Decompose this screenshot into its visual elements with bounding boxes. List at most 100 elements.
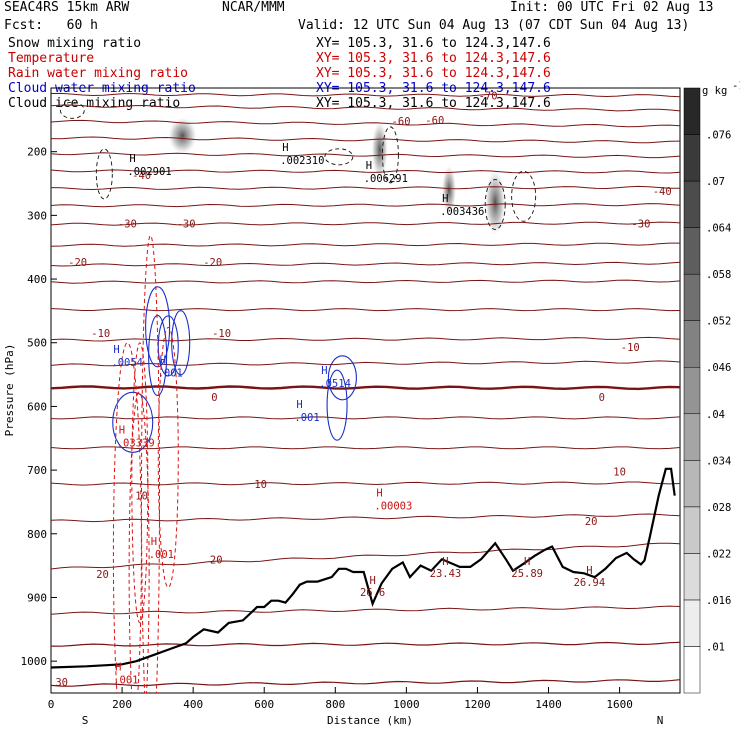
field-label-rain: Rain water mixing ratio [8,66,189,81]
cloud-ice-contour-5 [511,170,537,222]
cloud-ice-contour-4 [484,179,506,230]
y-tick-label-500: 500 [27,337,47,350]
cloud-water-contour-5 [326,369,348,441]
xy-line-rain: XY= 105.3, 31.6 to 124.3,147.6 [316,66,551,81]
y-tick-label-600: 600 [27,400,47,413]
isotherm-line-18 [51,169,680,174]
maximum-marker-0: H [129,153,135,165]
colorbar-label-0: .01 [706,641,725,653]
colorbar-swatch-9 [683,227,701,275]
maximum-marker-1: H [282,142,288,154]
snow-shading-2 [442,165,457,214]
temperature-label-17: 10 [135,491,148,503]
temperature-label-11: -10 [212,328,231,340]
isotherm-line-11 [51,308,680,312]
temperature-label-12: -10 [621,342,640,354]
surface-marker-1: H [442,556,448,568]
colorbar-label-4: .034 [706,455,731,467]
isotherm-line-16 [51,203,680,208]
rain-water-contour-1 [141,235,161,693]
rain-water-contour-3 [112,342,142,693]
init-time: Init: 00 UTC Fri 02 Aug 13 [510,0,714,15]
x-tick-label-600: 600 [254,698,274,711]
colorbar-unit: g kg [702,85,727,97]
isotherm-line-10 [51,336,680,342]
temperature-label-20: 20 [585,516,598,528]
maximum-marker-5: H [296,399,302,411]
isotherm-line-2 [51,605,680,615]
temperature-label-3: -40 [132,170,151,182]
maximum-value-5: .001 [294,412,319,424]
isotherm-line-4 [51,513,680,523]
surface-label-3: 26.94 [574,577,606,589]
colorbar-swatch-2 [683,553,701,601]
cloud-water-contour-4 [327,355,357,401]
temperature-label-15: 10 [254,479,267,491]
y-axis-label: Pressure (hPa) [3,344,16,437]
temperature-label-7: -30 [631,219,650,231]
colorbar-unit-exponent: -1 [732,80,740,92]
x-tick-label-0: 0 [48,698,55,711]
temperature-label-0: -60 [392,116,411,128]
y-tick-label-1000: 1000 [21,655,48,668]
x-tick-label-800: 800 [325,698,345,711]
maximum-marker-6: H [160,354,166,366]
isotherm-line-21 [51,119,680,128]
temperature-label-4: -40 [653,186,672,198]
temperature-label-16: 10 [613,466,626,478]
maximum-marker-10: H [151,536,157,548]
terrain-line [51,467,676,669]
isotherm-line-9 [51,360,680,367]
plot-frame [50,87,681,694]
surface-label-1: 23.43 [430,568,462,580]
cloud-water-contour-3 [171,310,191,376]
cloud-water-contour-6 [112,391,154,453]
x-tick-label-1000: 1000 [393,698,420,711]
temperature-label-21: 30 [55,677,68,689]
isotherm-line-7 [51,416,680,420]
colorbar-label-1: .016 [706,595,731,607]
surface-marker-0: H [369,575,375,587]
x-tick-label-200: 200 [112,698,132,711]
x-tick-label-400: 400 [183,698,203,711]
colorbar-label-11: .076 [706,130,731,142]
colorbar-label-8: .058 [706,269,731,281]
xy-line-snow: XY= 105.3, 31.6 to 124.3,147.6 [316,36,551,51]
x-axis-label: Distance (km) [327,714,413,727]
south-end-label: S [82,714,89,727]
colorbar-label-5: .04 [706,409,725,421]
field-label-snow: Snow mixing ratio [8,36,142,51]
colorbar-label-2: .022 [706,548,731,560]
temperature-label-6: -30 [177,219,196,231]
maximum-value-9: .00003 [374,500,412,512]
maximum-marker-4: H [321,365,327,377]
colorbar-swatch-11 [683,134,701,182]
maximum-value-4: .0514 [319,378,351,390]
surface-marker-3: H [586,565,592,577]
colorbar-swatch-12 [683,87,701,135]
y-tick-label-700: 700 [27,464,47,477]
isotherm-line-6 [51,446,680,450]
colorbar-swatch-0 [683,646,701,694]
isotherm-line-8 [51,385,680,391]
temperature-label-10: -10 [91,328,110,340]
cloud-ice-contour-3 [381,126,399,184]
org-title: NCAR/MMM [222,0,285,15]
temperature-label-5: -30 [118,219,137,231]
temperature-label-1: -60 [425,115,444,127]
colorbar-label-10: .07 [706,176,725,188]
snow-shading-1 [371,121,388,178]
cloud-ice-contour-0 [95,148,113,200]
colorbar-swatch-5 [683,413,701,461]
temperature-label-8: -20 [68,257,87,269]
maximum-marker-8: H [119,424,125,436]
isotherm-line-13 [51,261,680,267]
valid-time: Valid: 12 UTC Sun 04 Aug 13 (07 CDT Sun … [298,18,690,33]
x-tick-label-1200: 1200 [464,698,491,711]
maximum-value-7: .0054 [111,357,143,369]
temperature-label-14: 0 [599,392,605,404]
colorbar-swatch-8 [683,273,701,321]
rain-water-contour-4 [128,391,150,693]
isotherm-line-17 [51,185,680,191]
